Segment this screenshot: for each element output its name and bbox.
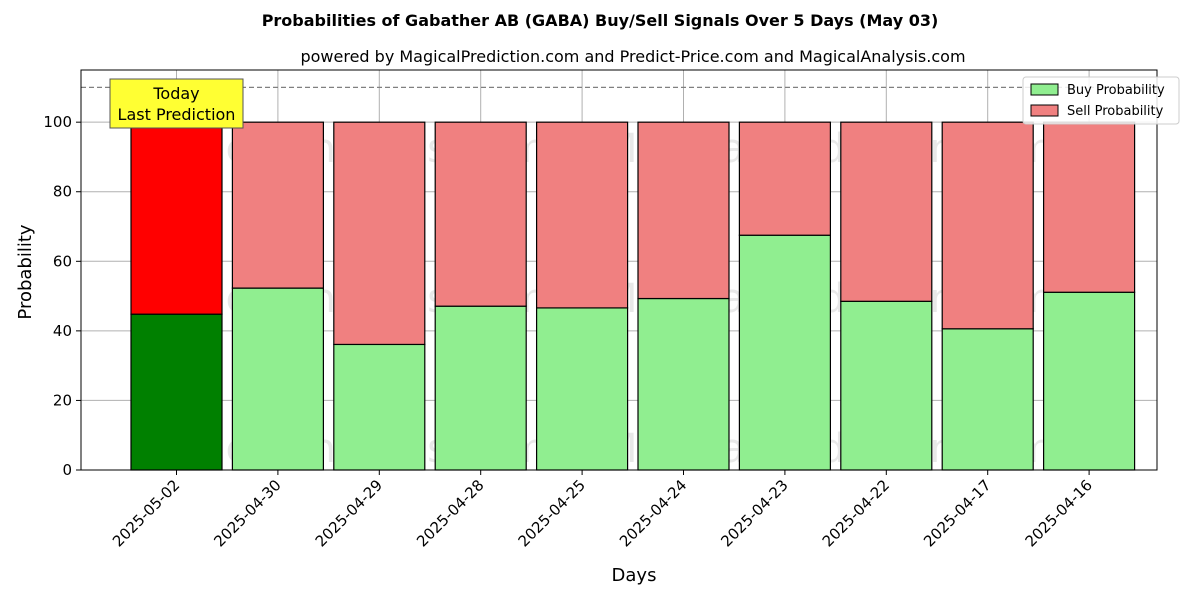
sell-bar — [434, 121, 527, 307]
x-tick-label: 2025-04-16 — [1022, 476, 1096, 550]
y-tick-label: 20 — [53, 391, 72, 409]
buy-bar — [535, 307, 629, 471]
buy-bar — [941, 328, 1034, 471]
x-tick-label: 2025-04-25 — [515, 476, 589, 550]
x-axis-label: Days — [612, 565, 657, 586]
buy-bar — [333, 343, 426, 471]
x-tick-label: 2025-04-22 — [819, 476, 893, 550]
legend-label: Sell Probability — [1067, 104, 1164, 119]
buy-bar — [1042, 291, 1136, 471]
sell-bar — [840, 121, 933, 302]
bars-layer — [130, 121, 1136, 471]
legend-swatch — [1030, 83, 1059, 96]
chart-title: Probabilities of Gabather AB (GABA) Buy/… — [262, 11, 939, 30]
x-tick-label: 2025-04-30 — [210, 476, 284, 550]
y-tick-label: 40 — [53, 322, 72, 340]
sell-bar — [333, 121, 426, 346]
sell-bar — [130, 121, 223, 315]
x-tick-label: 2025-04-29 — [312, 476, 386, 550]
y-axis-label: Probability — [15, 224, 36, 319]
legend-swatch — [1030, 104, 1059, 117]
buy-bar — [738, 234, 832, 471]
sell-bar — [1042, 121, 1136, 293]
annotation-box — [109, 78, 244, 129]
annotation-text: Last Prediction — [118, 105, 236, 124]
x-tick-label: 2025-04-28 — [413, 476, 487, 550]
sell-bar — [637, 121, 730, 300]
buy-bar — [130, 313, 223, 471]
x-tick-label: 2025-05-02 — [109, 476, 183, 550]
y-tick-label: 80 — [53, 183, 72, 201]
legend: Buy Probability Sell Probability — [1022, 76, 1180, 125]
plot-frame — [80, 69, 1158, 471]
y-tick-label: 60 — [53, 252, 72, 270]
y-tick-label: 100 — [43, 113, 72, 131]
sell-bar — [231, 121, 324, 289]
buy-bar — [434, 305, 527, 471]
y-axis-ticks: 0 20 40 60 80 100 — [43, 113, 81, 479]
x-tick-label: 2025-04-17 — [920, 476, 994, 550]
x-axis-ticks: 2025-05-02 2025-04-30 2025-04-29 2025-04-28… — [109, 470, 1096, 550]
x-tick-label: 2025-04-23 — [717, 476, 791, 550]
sell-bar — [738, 121, 832, 236]
annotation-text: Today — [152, 84, 199, 103]
today-annotation: Today Last Prediction — [109, 78, 244, 129]
buy-bar — [231, 287, 324, 471]
x-tick-label: 2025-04-24 — [616, 476, 690, 550]
y-tick-label: 0 — [62, 461, 72, 479]
buy-bar — [637, 297, 730, 471]
sell-bar — [535, 121, 629, 309]
buy-bar — [840, 300, 933, 471]
legend-label: Buy Probability — [1067, 83, 1165, 98]
chart-subtitle: powered by MagicalPrediction.com and Pre… — [300, 47, 965, 66]
sell-bar — [941, 121, 1034, 330]
legend-frame — [1022, 76, 1180, 125]
